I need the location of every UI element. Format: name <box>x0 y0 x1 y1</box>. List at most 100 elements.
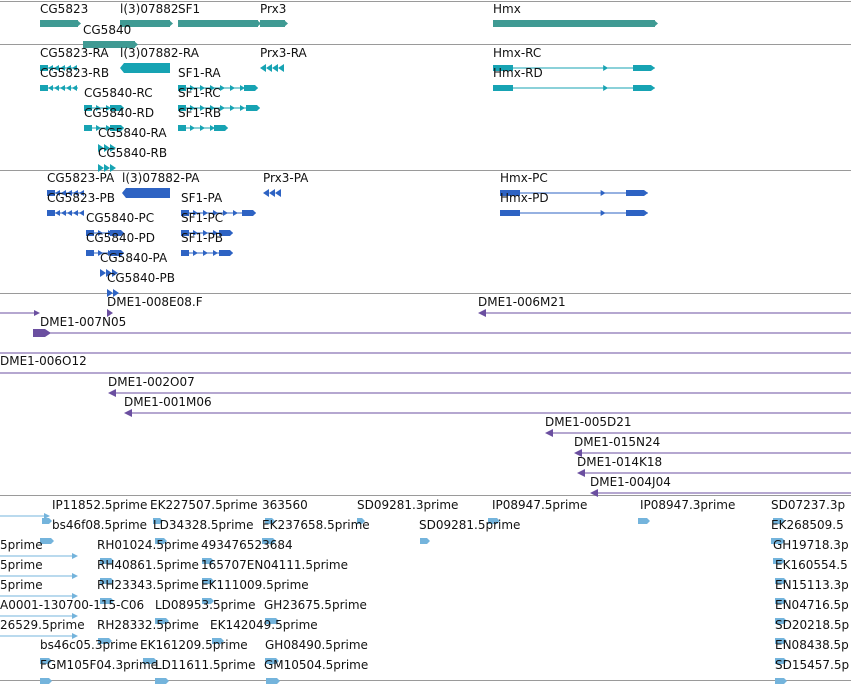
feature-label[interactable]: FGM105F04.3prime <box>40 658 159 672</box>
feature-glyph[interactable] <box>265 513 279 527</box>
feature-label[interactable]: Prx3-PA <box>263 171 309 185</box>
feature-label[interactable]: SF1-PB <box>181 231 223 245</box>
feature-glyph[interactable] <box>83 37 139 51</box>
feature-label[interactable]: EN15113.3p <box>775 578 849 592</box>
feature-label[interactable]: bs46f08.5prime <box>52 518 148 532</box>
feature-label[interactable]: IP08947.3prime <box>640 498 736 512</box>
feature-glyph[interactable] <box>775 673 791 687</box>
feature-glyph[interactable] <box>181 205 260 219</box>
feature-glyph[interactable] <box>500 205 652 219</box>
feature-glyph[interactable] <box>181 225 237 239</box>
feature-glyph[interactable] <box>42 513 56 527</box>
feature-glyph[interactable] <box>260 16 289 30</box>
feature-glyph[interactable] <box>178 16 262 30</box>
feature-label[interactable]: CG5840-RA <box>98 126 167 140</box>
feature-glyph[interactable] <box>100 553 118 567</box>
feature-label[interactable]: EK161209.5prime <box>140 638 248 652</box>
feature-glyph[interactable] <box>40 16 82 30</box>
feature-label[interactable]: DME1-007N05 <box>40 315 127 329</box>
feature-label[interactable]: Hmx-RD <box>493 66 543 80</box>
feature-label[interactable]: IP11852.5prime <box>52 498 148 512</box>
feature-glyph[interactable] <box>775 633 791 647</box>
feature-label[interactable]: RH28332.5prime <box>97 618 199 632</box>
feature-label[interactable]: CG5840-RB <box>98 146 168 160</box>
feature-label[interactable]: RH01024.5prime <box>97 538 199 552</box>
feature-glyph[interactable] <box>493 80 659 94</box>
feature-label[interactable]: EK237658.5prime <box>262 518 370 532</box>
feature-glyph[interactable] <box>771 533 789 547</box>
feature-glyph[interactable] <box>178 80 262 94</box>
feature-label[interactable]: RH40861.5prime <box>97 558 199 572</box>
feature-label[interactable]: Hmx-PC <box>500 171 548 185</box>
feature-label[interactable]: 5prime <box>0 538 43 552</box>
feature-label[interactable]: CG5840-PC <box>86 211 155 225</box>
feature-label[interactable]: SD09281.5prime <box>419 518 521 532</box>
feature-glyph[interactable] <box>47 205 86 219</box>
feature-label[interactable]: EK160554.5 <box>775 558 848 572</box>
feature-label[interactable]: DME1-008E08.F <box>107 295 203 309</box>
feature-label[interactable]: CG5823-RB <box>40 66 110 80</box>
feature-glyph[interactable] <box>107 305 121 319</box>
feature-label[interactable]: GH08490.5prime <box>265 638 368 652</box>
feature-label[interactable]: CG5840-PB <box>107 271 176 285</box>
feature-label[interactable]: l(3)07882 <box>120 2 179 16</box>
feature-glyph[interactable] <box>357 513 369 527</box>
feature-label[interactable]: 493476523684 <box>201 538 293 552</box>
feature-label[interactable]: SF1-PC <box>181 211 224 225</box>
feature-label[interactable]: EK111009.5prime <box>201 578 309 592</box>
feature-label[interactable]: DME1-006M21 <box>478 295 566 309</box>
feature-glyph[interactable] <box>263 185 289 199</box>
feature-label[interactable]: CG5840-PA <box>100 251 168 265</box>
feature-label[interactable]: CG5840 <box>83 23 132 37</box>
feature-label[interactable]: SF1-PA <box>181 191 223 205</box>
feature-glyph[interactable] <box>773 513 789 527</box>
feature-label[interactable]: Hmx-PD <box>500 191 549 205</box>
feature-label[interactable]: CG5823-PA <box>47 171 115 185</box>
feature-glyph[interactable] <box>120 60 174 74</box>
feature-label[interactable]: DME1-001M06 <box>124 395 212 409</box>
feature-label[interactable]: Hmx <box>493 2 521 16</box>
feature-label[interactable]: DME1-004J04 <box>590 475 671 489</box>
feature-label[interactable]: DME1-006O12 <box>0 354 87 368</box>
feature-label[interactable]: GM10504.5prime <box>264 658 369 672</box>
feature-label[interactable]: GH23675.5prime <box>264 598 367 612</box>
feature-label[interactable]: EN04716.5p <box>775 598 849 612</box>
feature-label[interactable]: RH23343.5prime <box>97 578 199 592</box>
feature-glyph[interactable] <box>120 16 174 30</box>
feature-label[interactable]: GH19718.3p <box>773 538 849 552</box>
feature-glyph[interactable] <box>86 225 128 239</box>
feature-glyph[interactable] <box>0 568 82 582</box>
feature-glyph[interactable] <box>500 185 652 199</box>
feature-glyph[interactable] <box>47 185 86 199</box>
feature-glyph[interactable] <box>202 593 218 607</box>
feature-glyph[interactable] <box>545 425 851 439</box>
feature-label[interactable]: SF1-RA <box>178 66 221 80</box>
feature-glyph[interactable] <box>0 588 82 602</box>
feature-glyph[interactable] <box>155 613 173 627</box>
feature-glyph[interactable] <box>493 16 659 30</box>
feature-glyph[interactable] <box>86 245 128 259</box>
feature-label[interactable]: Prx3-RA <box>260 46 307 60</box>
feature-glyph[interactable] <box>202 553 218 567</box>
feature-label[interactable]: SD09281.3prime <box>357 498 459 512</box>
feature-label[interactable]: LD11611.5prime <box>155 658 256 672</box>
feature-glyph[interactable] <box>108 385 851 399</box>
feature-glyph[interactable] <box>493 60 659 74</box>
feature-label[interactable]: 26529.5prime <box>0 618 85 632</box>
feature-label[interactable]: CG5823-PB <box>47 191 116 205</box>
feature-glyph[interactable] <box>107 285 125 299</box>
feature-glyph[interactable] <box>260 60 289 74</box>
feature-glyph[interactable] <box>181 245 237 259</box>
feature-glyph[interactable] <box>98 140 122 154</box>
feature-label[interactable]: 165707EN04111.5prime <box>201 558 348 572</box>
feature-glyph[interactable] <box>0 345 851 359</box>
feature-label[interactable]: CG5823-RA <box>40 46 109 60</box>
feature-glyph[interactable] <box>155 533 171 547</box>
feature-label[interactable]: EN08438.5p <box>775 638 849 652</box>
feature-label[interactable]: DME1-005D21 <box>545 415 632 429</box>
feature-label[interactable]: EK142049.5prime <box>210 618 318 632</box>
feature-label[interactable]: 363560 <box>262 498 308 512</box>
feature-label[interactable]: SF1 <box>178 2 201 16</box>
feature-glyph[interactable] <box>40 60 79 74</box>
feature-glyph[interactable] <box>0 608 82 622</box>
